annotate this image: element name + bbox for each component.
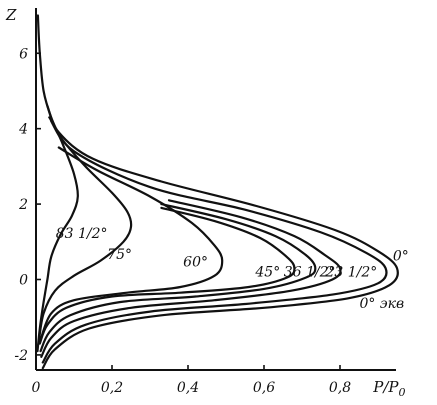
series-label-6: 0°	[393, 249, 409, 265]
series-line-3	[38, 206, 296, 345]
x-tick-label: 0,4	[177, 380, 199, 396]
y-tick-label: 6	[19, 46, 28, 62]
series-line-5	[40, 199, 342, 358]
y-tick-label: 0	[19, 273, 28, 289]
x-axis-title-subscript: 0	[399, 386, 406, 399]
curve-labels: 83 1/2° 75° 60° 45° 36 1/2°23 1/2° 0° 0° экв	[56, 226, 409, 312]
series-label-4: 36 1/2°	[284, 264, 336, 280]
y-tick-label: 2	[18, 197, 28, 213]
x-axis-title: P/P0	[372, 378, 405, 399]
y-axis-title: Z	[5, 6, 17, 24]
series-label-5: 23 1/2°	[325, 264, 378, 280]
series-label-3: 45°	[254, 264, 280, 280]
series-line-7	[41, 104, 399, 370]
series-line-0	[36, 14, 79, 353]
y-tick-label: 4	[18, 122, 28, 138]
x-tick-label: 0,8	[329, 380, 351, 396]
series-label-7: 0° экв	[359, 296, 404, 312]
x-tick-label: 0,2	[101, 380, 123, 396]
series-line-2	[39, 146, 224, 341]
y-tick-label: -2	[14, 348, 28, 364]
x-tick-label: 0,6	[253, 380, 275, 396]
series-line-4	[39, 203, 317, 353]
series-label-2: 60°	[183, 254, 208, 270]
series-line-6	[41, 116, 388, 364]
series-line-1	[37, 120, 133, 341]
series-label-0: 83 1/2°	[56, 226, 108, 242]
axes	[35, 8, 396, 371]
curves	[36, 14, 399, 370]
series-label-1: 75°	[107, 247, 132, 263]
x-tick-label: 0	[32, 380, 41, 396]
